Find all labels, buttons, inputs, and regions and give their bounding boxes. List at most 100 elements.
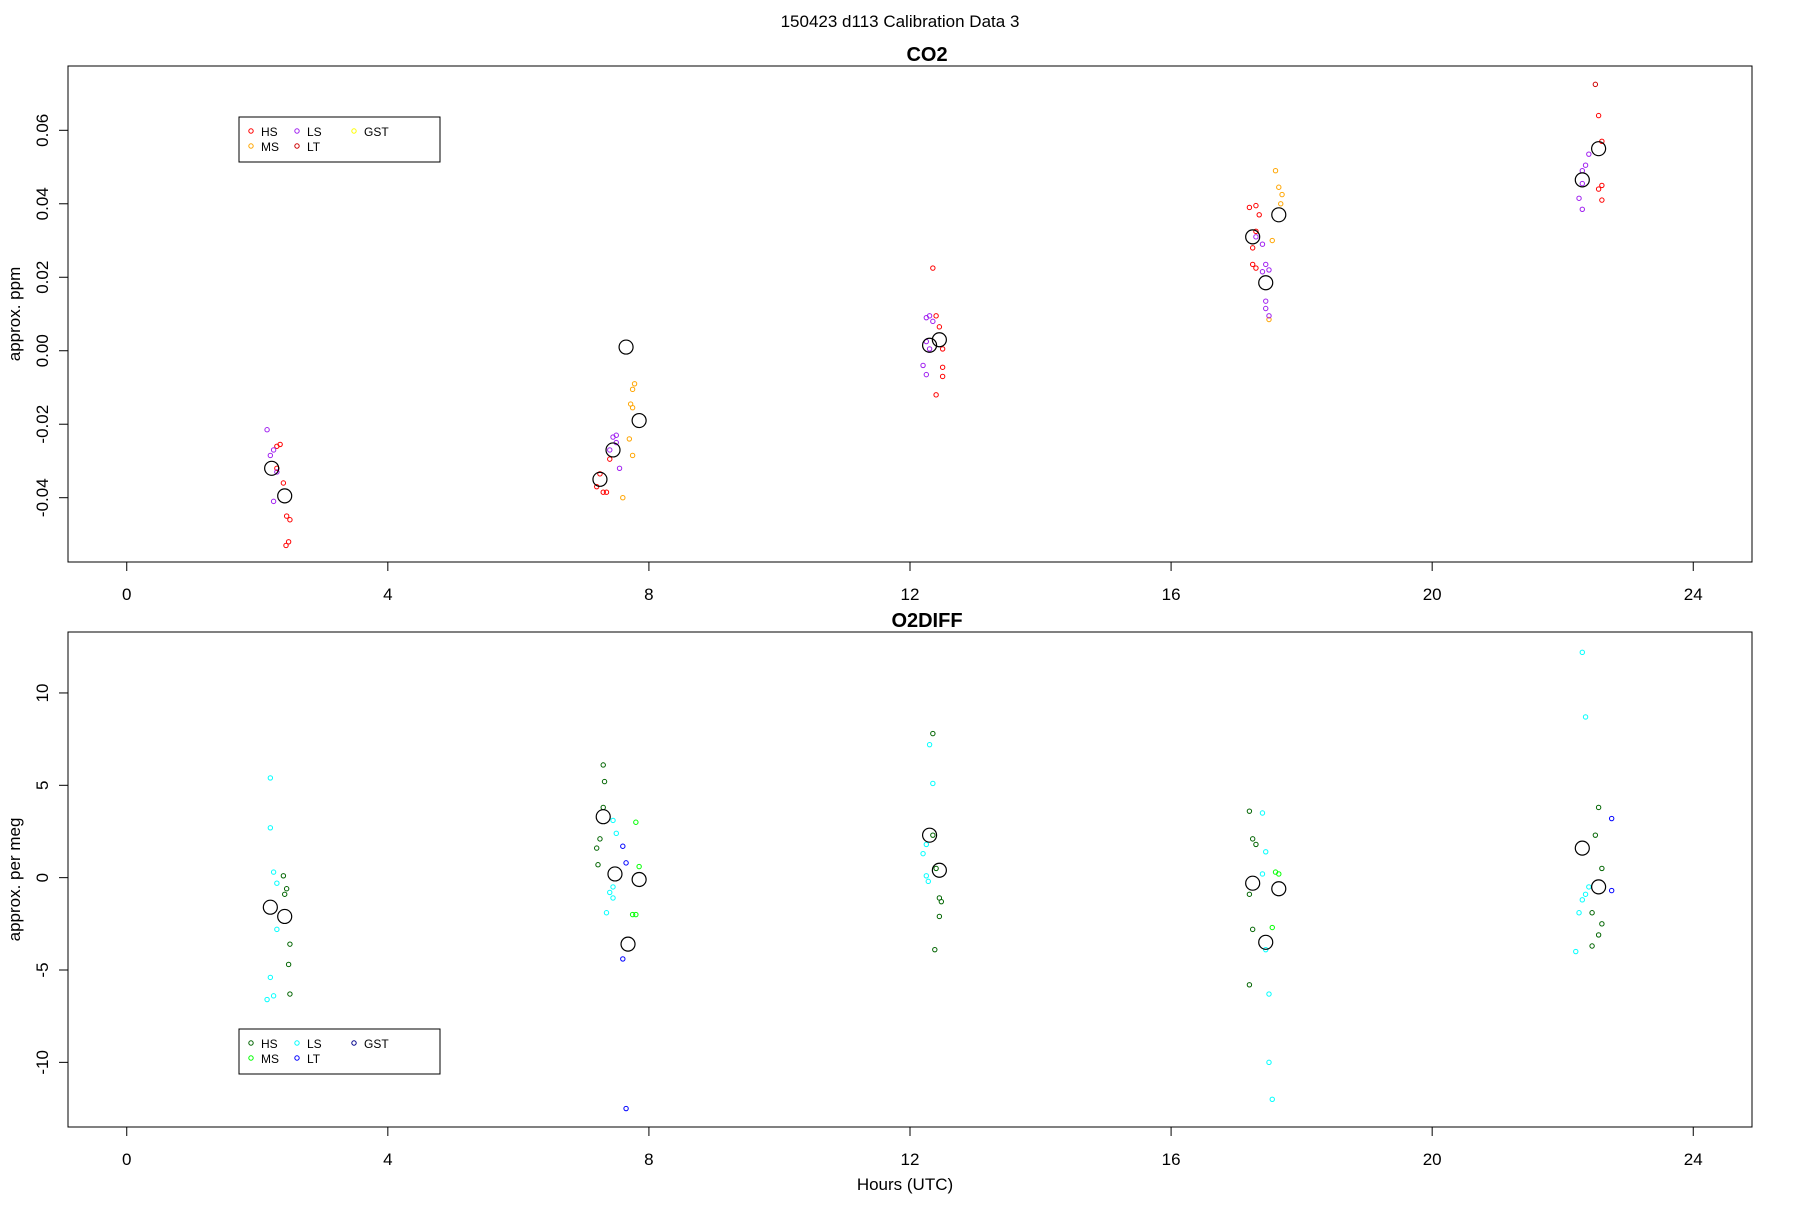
o2diff-series-lt bbox=[620, 815, 1615, 1112]
co2-point-ls bbox=[1263, 305, 1269, 312]
o2diff-point-ms bbox=[636, 863, 642, 870]
co2-point-hs bbox=[603, 489, 610, 495]
o2diff-point-hs bbox=[936, 913, 943, 920]
co2-point-hs bbox=[283, 542, 289, 549]
o2diff-series-ls bbox=[264, 649, 1592, 1102]
co2-point-hs bbox=[939, 373, 946, 380]
o2diff-point-hs bbox=[1599, 865, 1605, 872]
co2-point-ls bbox=[1266, 267, 1272, 273]
o2diff-point-ls bbox=[1263, 849, 1269, 855]
o2diff-means bbox=[262, 809, 1607, 952]
o2diff-x-tick-label: 8 bbox=[644, 1150, 653, 1169]
o2diff-point-ms bbox=[1269, 924, 1275, 931]
co2-point-ms bbox=[1278, 201, 1284, 207]
co2-y-tick-label: 0.06 bbox=[33, 114, 52, 147]
co2-point-ls bbox=[270, 498, 277, 505]
o2diff-panel: O2DIFF approx. per meg 0 4 8 12 16 20 24 -10 -5 0 5 1… bbox=[5, 610, 1753, 1169]
o2diff-point-ls bbox=[274, 926, 280, 933]
o2diff-legend-label: HS bbox=[261, 1037, 278, 1051]
co2-point-ls bbox=[613, 432, 619, 438]
o2diff-point-hs bbox=[600, 804, 606, 811]
co2-means bbox=[264, 141, 1607, 504]
o2diff-point-hs bbox=[287, 991, 293, 997]
o2diff-point-ls bbox=[267, 825, 274, 831]
o2diff-y-tick-label: 5 bbox=[33, 781, 52, 790]
o2diff-point-hs bbox=[285, 961, 292, 968]
co2-point-hs bbox=[1253, 228, 1259, 235]
o2diff-mean-marker bbox=[1245, 875, 1261, 891]
o2diff-x-tick-label: 24 bbox=[1684, 1150, 1703, 1169]
o2diff-point-hs bbox=[1599, 921, 1605, 927]
co2-mean-marker bbox=[921, 337, 938, 353]
co2-point-hs bbox=[283, 513, 290, 519]
o2diff-y-tick-label: -5 bbox=[33, 962, 52, 977]
o2diff-mean-marker bbox=[607, 866, 623, 882]
co2-legend-label: MS bbox=[261, 140, 279, 154]
co2-point-ls bbox=[923, 371, 930, 378]
o2diff-panel-title: O2DIFF bbox=[891, 610, 962, 632]
co2-point-hs bbox=[1253, 202, 1259, 209]
o2diff-point-ls bbox=[267, 974, 274, 981]
co2-legend-box bbox=[238, 116, 441, 163]
co2-point-ls bbox=[1579, 206, 1585, 212]
o2diff-legend-box bbox=[238, 1028, 441, 1075]
o2diff-point-ls bbox=[613, 830, 619, 837]
co2-point-ls bbox=[1579, 180, 1585, 187]
co2-point-ls bbox=[1259, 241, 1266, 247]
co2-point-hs bbox=[1256, 212, 1262, 218]
co2-point-ms bbox=[629, 386, 636, 393]
co2-x-tick-label: 12 bbox=[901, 585, 920, 604]
co2-legend-swatch bbox=[351, 128, 357, 134]
co2-point-ls bbox=[267, 452, 274, 459]
o2diff-series-hs bbox=[280, 730, 1605, 997]
co2-point-hs bbox=[1246, 204, 1253, 211]
co2-point-ms bbox=[1269, 237, 1275, 244]
o2diff-point-ls bbox=[1263, 946, 1269, 953]
co2-point-hs bbox=[939, 346, 946, 352]
co2-point-ls bbox=[270, 447, 277, 453]
co2-point-hs bbox=[277, 441, 283, 448]
o2diff-point-hs bbox=[930, 832, 936, 838]
o2diff-point-hs bbox=[287, 941, 293, 947]
co2-point-ls bbox=[1266, 313, 1272, 319]
co2-point-lt bbox=[1592, 81, 1599, 88]
co2-point-hs bbox=[930, 265, 936, 271]
o2diff-mean-marker bbox=[1271, 881, 1287, 897]
o2diff-point-ls bbox=[274, 880, 280, 886]
o2diff-x-tick-label: 12 bbox=[901, 1150, 920, 1169]
co2-point-hs bbox=[280, 480, 287, 486]
o2diff-point-ls bbox=[1266, 1059, 1272, 1066]
co2-mean-marker bbox=[592, 471, 608, 487]
co2-y-tick-label: 0.00 bbox=[33, 334, 52, 367]
o2diff-mean-marker bbox=[262, 899, 278, 915]
co2-point-ls bbox=[1263, 298, 1269, 304]
o2diff-point-hs bbox=[1249, 836, 1256, 842]
o2diff-legend-swatch bbox=[248, 1040, 254, 1046]
co2-point-hs bbox=[933, 313, 939, 319]
co2-point-ls bbox=[1253, 234, 1259, 240]
co2-mean-marker bbox=[1271, 207, 1287, 223]
o2diff-point-hs bbox=[601, 778, 608, 785]
co2-mean-marker bbox=[931, 332, 947, 348]
co2-mean-marker bbox=[1245, 229, 1261, 245]
o2diff-mean-marker bbox=[1591, 879, 1607, 895]
co2-x-tick-label: 20 bbox=[1423, 585, 1442, 604]
o2diff-point-hs bbox=[280, 873, 287, 879]
co2-point-hs bbox=[1249, 245, 1256, 251]
co2-legend-swatch bbox=[294, 143, 300, 149]
co2-point-ls bbox=[926, 346, 933, 352]
co2-mean-marker bbox=[1574, 172, 1590, 188]
o2diff-point-ls bbox=[1586, 884, 1592, 890]
co2-point-ms bbox=[1266, 316, 1272, 323]
o2diff-point-hs bbox=[283, 886, 290, 892]
o2diff-point-ls bbox=[1579, 897, 1585, 903]
co2-y-tick-label: -0.04 bbox=[33, 478, 52, 517]
co2-point-hs bbox=[1595, 112, 1602, 119]
co2-x-tick-label: 8 bbox=[644, 585, 653, 604]
co2-point-ls bbox=[920, 362, 926, 369]
o2diff-point-ls bbox=[610, 884, 616, 890]
o2diff-point-lt bbox=[620, 843, 626, 849]
o2diff-mean-marker bbox=[277, 908, 293, 925]
